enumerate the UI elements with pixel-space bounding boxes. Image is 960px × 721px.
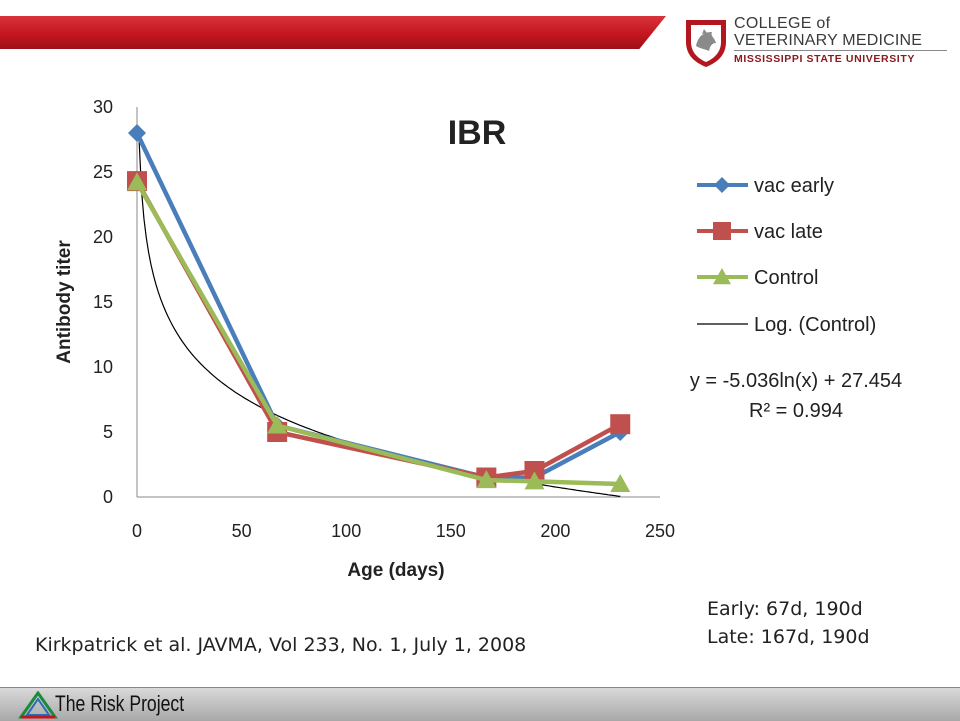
y-tick-label: 25 bbox=[93, 162, 113, 182]
series-control bbox=[127, 172, 631, 492]
data-point bbox=[524, 471, 545, 490]
footer-bar: The Risk Project bbox=[0, 687, 960, 721]
data-point bbox=[128, 124, 146, 142]
legend-entry: vac late bbox=[754, 221, 823, 243]
data-point bbox=[524, 461, 545, 481]
data-point bbox=[610, 414, 631, 435]
series-vac-late bbox=[127, 171, 631, 488]
y-tick-label: 0 bbox=[103, 487, 113, 507]
x-axis-ticks: 0 50 100 150 200 250 bbox=[132, 521, 675, 541]
data-point bbox=[267, 415, 288, 434]
chart-title: IBR bbox=[448, 114, 507, 152]
risk-triangle-icon bbox=[18, 691, 58, 719]
legend-marker bbox=[713, 268, 731, 285]
ibr-chart: IBR 0 5 10 15 20 25 30 0 50 100 150 200 250 Age (da… bbox=[54, 97, 902, 581]
x-tick-label: 100 bbox=[331, 521, 361, 541]
x-axis-title: Age (days) bbox=[347, 560, 444, 581]
data-point bbox=[127, 172, 147, 191]
note-early: Early: 67d, 190d bbox=[707, 598, 863, 620]
series-layer bbox=[127, 124, 631, 492]
y-axis-ticks: 0 5 10 15 20 25 30 bbox=[93, 97, 113, 507]
series-line bbox=[135, 180, 622, 480]
legend-marker bbox=[713, 222, 731, 240]
data-point bbox=[476, 470, 497, 489]
y-tick-label: 20 bbox=[93, 227, 113, 247]
logo-divider bbox=[734, 50, 947, 51]
legend-entry: Log. (Control) bbox=[754, 314, 876, 336]
data-point bbox=[610, 474, 631, 492]
legend-marker bbox=[714, 177, 730, 193]
citation: Kirkpatrick et al. JAVMA, Vol 233, No. 1… bbox=[35, 634, 527, 656]
college-logo: COLLEGE of VETERINARY MEDICINE MISSISSIP… bbox=[682, 14, 952, 70]
series-vac-early bbox=[128, 124, 630, 487]
note-late: Late: 167d, 190d bbox=[707, 626, 870, 648]
x-tick-label: 50 bbox=[232, 521, 252, 541]
legend: vac early vac late Control Log. (Control) bbox=[697, 175, 876, 336]
logo-university-text: MISSISSIPPI STATE UNIVERSITY bbox=[734, 53, 915, 65]
x-tick-label: 0 bbox=[132, 521, 142, 541]
series-line bbox=[135, 181, 621, 487]
header-bar bbox=[0, 16, 666, 49]
legend-entry: Control bbox=[754, 267, 818, 289]
y-axis-title: Antibody titer bbox=[54, 240, 75, 364]
y-tick-label: 5 bbox=[103, 422, 113, 442]
shield-icon bbox=[686, 20, 726, 67]
logo-college-text: COLLEGE of bbox=[734, 15, 831, 32]
legend-entry: vac early bbox=[754, 175, 834, 197]
y-tick-label: 15 bbox=[93, 292, 113, 312]
x-tick-label: 200 bbox=[540, 521, 570, 541]
x-tick-label: 150 bbox=[436, 521, 466, 541]
x-tick-label: 250 bbox=[645, 521, 675, 541]
y-tick-label: 10 bbox=[93, 357, 113, 377]
y-tick-label: 30 bbox=[93, 97, 113, 117]
footer-title: The Risk Project bbox=[55, 691, 185, 716]
trendline-r-squared: R² = 0.994 bbox=[749, 400, 843, 422]
trendline-equation: y = -5.036ln(x) + 27.454 bbox=[690, 370, 902, 392]
logo-vetmed-text: VETERINARY MEDICINE bbox=[734, 32, 923, 49]
